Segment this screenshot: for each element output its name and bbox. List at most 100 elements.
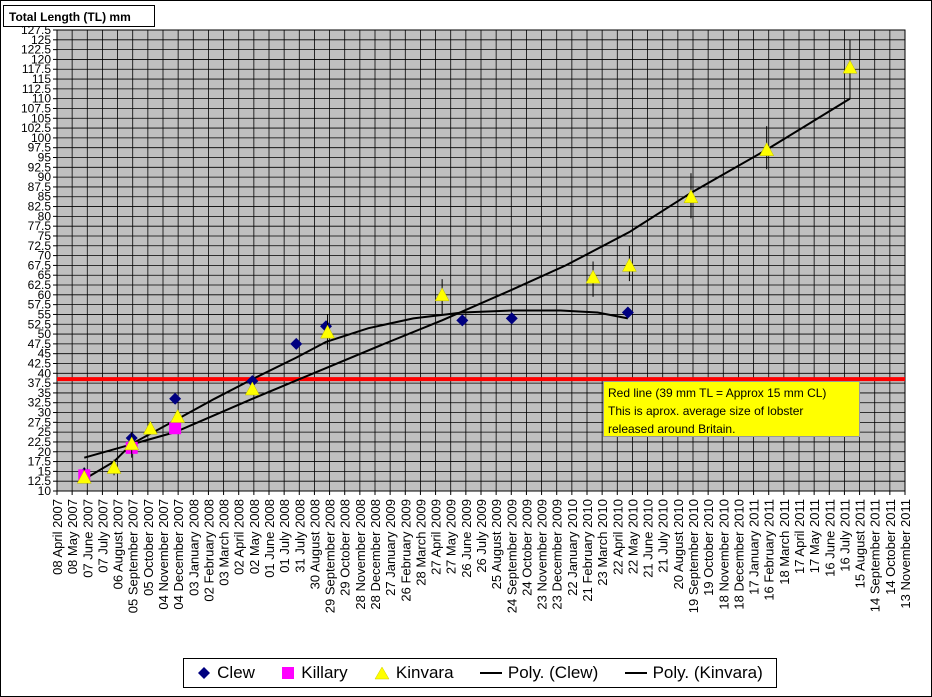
annotation-line-1: Red line (39 mm TL = Approx 15 mm CL) [608,386,827,400]
line-swatch-icon [624,672,647,674]
x-tick-label: 22 May 2010 [625,499,640,574]
y-tick-label: 50 [38,327,52,341]
y-tick-label: 85 [38,190,52,204]
data-point-kinvara [170,408,186,423]
x-tick-label: 13 November 2011 [898,499,913,609]
y-tick-label: 102.5 [21,121,51,135]
x-tick-label: 14 October 2011 [883,499,898,595]
legend-label-poly-clew: Poly. (Clew) [507,663,599,682]
x-tick-label: 01 June 2008 [262,499,277,578]
legend-label-poly-kinvara: Poly. (Kinvara) [652,663,763,682]
line-swatch-icon [479,672,502,674]
y-tick-label: 52.5 [28,317,52,331]
y-tick-label: 87.5 [28,180,52,194]
x-tick-label: 01 July 2008 [277,499,292,573]
y-tick-label: 10 [38,484,52,498]
x-tick-label: 18 November 2010 [716,499,731,610]
data-point-kinvara [76,469,92,484]
trendline-poly-clew- [83,309,629,481]
y-tick-label: 112.5 [22,82,51,96]
y-tick-label: 47.5 [28,337,52,351]
data-point-clew [456,314,469,327]
y-tick-label: 75 [38,229,52,243]
y-tick-label: 17.5 [28,455,52,469]
y-tick-label: 32.5 [28,396,52,410]
x-tick-label: 23 March 2010 [595,499,610,586]
y-tick-label: 12.5 [28,474,52,488]
legend-label-killary: Killary [301,663,348,682]
y-tick-label: 45 [38,347,52,361]
x-tick-label: 28 March 2009 [413,499,428,586]
data-point-kinvara [244,381,260,396]
data-point-clew [290,337,303,350]
legend-item-killary: Killary [281,663,348,683]
x-tick-label: 19 September 2010 [686,499,701,613]
y-tick-label: 22.5 [28,435,52,449]
y-tick-label: 62.5 [28,278,52,292]
y-tick-label: 67.5 [28,258,52,272]
x-tick-label: 24 October 2009 [519,499,534,596]
data-point-kinvara [106,459,122,474]
triangle-marker-icon [374,666,390,680]
x-tick-label: 06 August 2007 [111,499,126,589]
data-point-kinvara [320,324,335,339]
y-tick-label: 37.5 [28,376,52,390]
diamond-marker-icon [198,667,211,679]
x-tick-label: 04 November 2007 [156,499,171,610]
y-tick-label: 55 [38,307,52,321]
x-tick-label: 05 October 2007 [141,499,156,596]
annotation-line-3: released around Britain. [608,422,736,436]
x-tick-label: 30 August 2008 [307,499,322,589]
y-tick-label: 92.5 [28,160,52,174]
x-tick-label: 04 December 2007 [171,499,186,610]
y-tick-label: 72.5 [28,239,52,253]
x-tick-label: 24 September 2009 [504,499,519,613]
y-tick-label: 90 [38,170,52,184]
legend-item-clew: Clew [197,663,255,683]
x-tick-label: 07 July 2007 [95,499,110,573]
y-tick-label: 42.5 [28,356,52,370]
y-tick-label: 65 [38,268,52,282]
y-axis-title: Total Length (TL) mm [3,5,155,27]
y-tick-label: 30 [38,406,52,420]
y-tick-label: 125 [31,33,51,47]
legend-item-poly-kinvara: Poly. (Kinvara) [624,663,763,683]
data-point-kinvara [683,189,699,203]
y-tick-label: 95 [38,151,52,165]
x-tick-label: 18 December 2010 [731,499,746,610]
x-tick-label: 28 November 2008 [353,499,368,610]
x-tick-label: 03 March 2008 [217,499,232,586]
y-tick-label: 77.5 [28,219,52,233]
x-tick-label: 17 May 2011 [807,499,822,573]
y-tick-label: 20 [38,445,52,459]
x-tick-label: 08 April 2007 [50,499,65,575]
x-tick-label: 16 June 2011 [822,499,837,577]
y-tick-label: 110 [32,92,51,106]
x-tick-label: 21 June 2010 [641,499,656,578]
x-tick-label: 29 September 2008 [323,499,338,613]
y-tick-label: 80 [38,209,52,223]
x-tick-label: 19 October 2010 [701,499,716,596]
x-tick-label: 26 June 2009 [459,499,474,578]
x-tick-label: 22 January 2010 [565,499,580,596]
legend-label-kinvara: Kinvara [395,663,454,682]
x-tick-label: 20 August 2010 [671,499,686,589]
legend-item-poly-clew: Poly. (Clew) [479,663,599,683]
x-tick-label: 26 July 2009 [474,499,489,573]
annotation-line-2: This is aprox. average size of lobster [608,404,804,418]
y-tick-label: 122.5 [21,43,51,57]
legend-item-kinvara: Kinvara [374,663,454,683]
y-tick-label: 105 [31,111,51,125]
y-tick-label: 120 [31,52,51,66]
x-tick-label: 03 January 2008 [186,499,201,596]
y-tick-label: 40 [38,366,52,380]
x-tick-label: 26 February 2009 [398,499,413,602]
x-tick-label: 27 April 2009 [429,499,444,575]
y-tick-label: 117.5 [22,62,51,76]
data-point-clew [246,375,259,388]
x-tick-label: 02 April 2008 [232,499,247,575]
y-tick-label: 82.5 [28,200,52,214]
x-tick-label: 07 June 2007 [80,499,95,578]
y-tick-label: 25 [38,425,52,439]
